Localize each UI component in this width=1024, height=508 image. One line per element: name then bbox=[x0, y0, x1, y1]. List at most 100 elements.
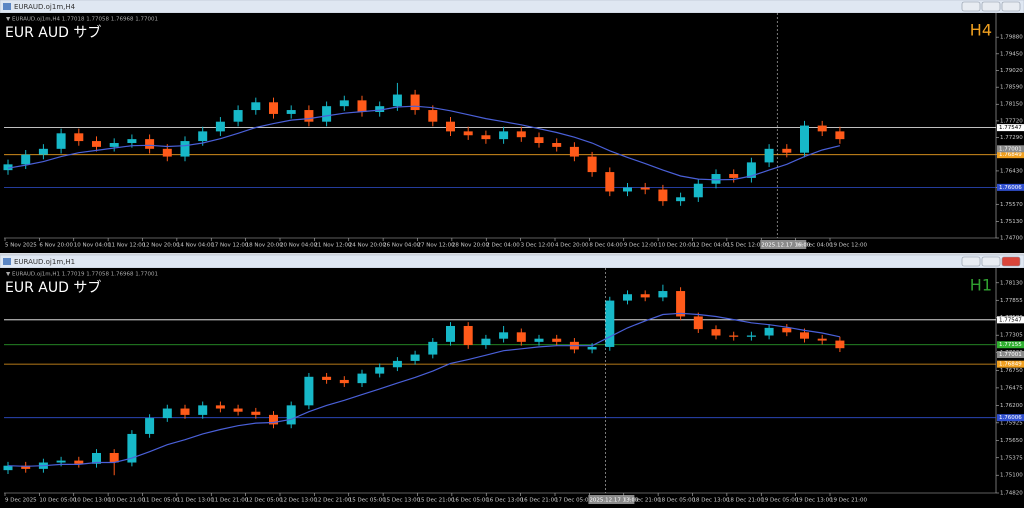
candle-body bbox=[782, 148, 792, 153]
candle-body bbox=[658, 189, 668, 202]
x-tick-label: 10 Dec 05:00 bbox=[39, 498, 76, 504]
current-price-label: 1.77001 bbox=[999, 146, 1022, 152]
x-tick-label: 11 Dec 21:00 bbox=[211, 498, 248, 504]
candle-body bbox=[127, 139, 137, 144]
price-tag bbox=[997, 151, 1024, 159]
y-tick-label: 1.77855 bbox=[1000, 298, 1023, 304]
candle-body bbox=[463, 325, 473, 346]
x-tick-label: 15 Dec 21:00 bbox=[418, 498, 455, 504]
candle-body bbox=[817, 125, 827, 132]
candle-body bbox=[569, 146, 579, 157]
x-tick-label: 2025.12.17 16:00 bbox=[761, 243, 811, 249]
candle-body bbox=[640, 187, 650, 190]
candle-body bbox=[534, 137, 544, 144]
x-tick-label: 20 Nov 04:00 bbox=[280, 243, 318, 249]
candle-body bbox=[835, 340, 845, 349]
window-title: EURAUD.oj1m,H1 bbox=[14, 258, 75, 266]
candle-body bbox=[428, 341, 438, 355]
price-tag bbox=[997, 341, 1024, 349]
candle-body bbox=[693, 183, 703, 198]
candle-body bbox=[127, 433, 137, 463]
x-tick-label: 18 Dec 05:00 bbox=[658, 498, 695, 504]
candle-body bbox=[516, 131, 526, 138]
timeframe-label: H4 bbox=[970, 21, 992, 40]
close-button[interactable] bbox=[1001, 256, 1021, 267]
x-tick-label: 16 Dec 05:00 bbox=[452, 498, 489, 504]
x-tick-label: 3 Dec 12:00 bbox=[521, 243, 555, 249]
x-tick-label: 19 Dec 13:00 bbox=[796, 498, 833, 504]
x-tick-label: 9 Dec 12:00 bbox=[624, 243, 658, 249]
candle-body bbox=[74, 460, 84, 464]
y-tick-label: 1.74820 bbox=[1000, 491, 1023, 497]
x-tick-label: 17 Nov 12:00 bbox=[211, 243, 249, 249]
x-tick-label: 12 Dec 05:00 bbox=[246, 498, 283, 504]
timeframe-label: H1 bbox=[970, 276, 992, 295]
candle-body bbox=[552, 338, 562, 342]
candle-body bbox=[357, 373, 367, 384]
y-tick-label: 1.77720 bbox=[1000, 118, 1023, 124]
candle-body bbox=[392, 94, 402, 107]
candle-body bbox=[623, 294, 632, 301]
y-tick-label: 1.79020 bbox=[1000, 68, 1023, 74]
x-tick-label: 5 Nov 2025 bbox=[5, 243, 37, 249]
candle-body bbox=[215, 405, 225, 409]
x-tick-label: 12 Dec 04:00 bbox=[693, 243, 730, 249]
x-tick-label: 19 Dec 21:00 bbox=[830, 498, 867, 504]
x-tick-label: 18 Dec 13:00 bbox=[693, 498, 730, 504]
candle-body bbox=[74, 133, 84, 142]
current-price-tag bbox=[997, 145, 1024, 153]
candle-body bbox=[481, 135, 491, 140]
candle-body bbox=[800, 332, 809, 339]
y-tick-label: 1.79880 bbox=[1000, 35, 1023, 41]
price-tag-label: 1.76849 bbox=[999, 362, 1022, 368]
candle-body bbox=[357, 100, 367, 112]
x-tick-label: 2 Dec 04:00 bbox=[486, 243, 520, 249]
candle-body bbox=[198, 131, 208, 142]
candle-body bbox=[746, 335, 756, 337]
price-tag bbox=[997, 316, 1024, 324]
y-tick-label: 1.75130 bbox=[1000, 219, 1023, 225]
x-tick-label: 27 Nov 12:00 bbox=[418, 243, 456, 249]
minimize-button[interactable] bbox=[961, 256, 981, 267]
minimize-button[interactable] bbox=[961, 1, 981, 12]
highlight-label-bg bbox=[760, 240, 807, 249]
x-tick-label: 14 Nov 04:00 bbox=[177, 243, 215, 249]
x-tick-label: 2025.12.17 13:00 bbox=[589, 498, 639, 504]
candle-body bbox=[339, 100, 349, 107]
x-tick-label: 21 Nov 12:00 bbox=[314, 243, 352, 249]
candle-body bbox=[322, 376, 332, 380]
price-tag bbox=[997, 183, 1024, 191]
x-tick-label: 15 Dec 13:00 bbox=[383, 498, 420, 504]
candle-body bbox=[180, 141, 190, 157]
candle-body bbox=[56, 460, 66, 463]
price-tag-label: 1.76006 bbox=[999, 185, 1022, 191]
candle-body bbox=[251, 411, 261, 415]
candle-body bbox=[410, 94, 420, 111]
restore-button[interactable] bbox=[981, 1, 1001, 12]
x-tick-label: 9 Dec 2025 bbox=[5, 498, 37, 504]
candle-body bbox=[499, 131, 509, 140]
close-button[interactable] bbox=[1001, 1, 1021, 12]
candle-body bbox=[21, 465, 31, 469]
candle-body bbox=[835, 131, 845, 140]
price-tag bbox=[997, 414, 1024, 422]
x-tick-label: 18 Dec 04:00 bbox=[796, 243, 833, 249]
candle-body bbox=[658, 291, 668, 298]
x-tick-label: 19 Dec 12:00 bbox=[830, 243, 867, 249]
candle-body bbox=[269, 414, 278, 425]
restore-button[interactable] bbox=[981, 256, 1001, 267]
price-tag-label: 1.77155 bbox=[999, 342, 1022, 348]
candle-body bbox=[640, 294, 650, 298]
chart-area bbox=[0, 13, 1024, 253]
title-bar bbox=[0, 0, 1024, 14]
x-tick-label: 8 Dec 04:00 bbox=[589, 243, 623, 249]
candle-body bbox=[782, 327, 792, 333]
x-tick-label: 16 Dec 21:00 bbox=[521, 498, 558, 504]
candle-body bbox=[286, 405, 296, 425]
price-tag-label: 1.76849 bbox=[999, 152, 1022, 158]
candle-body bbox=[339, 379, 349, 384]
chart-area bbox=[0, 268, 1024, 508]
x-tick-label: 19 Dec 05:00 bbox=[761, 498, 798, 504]
